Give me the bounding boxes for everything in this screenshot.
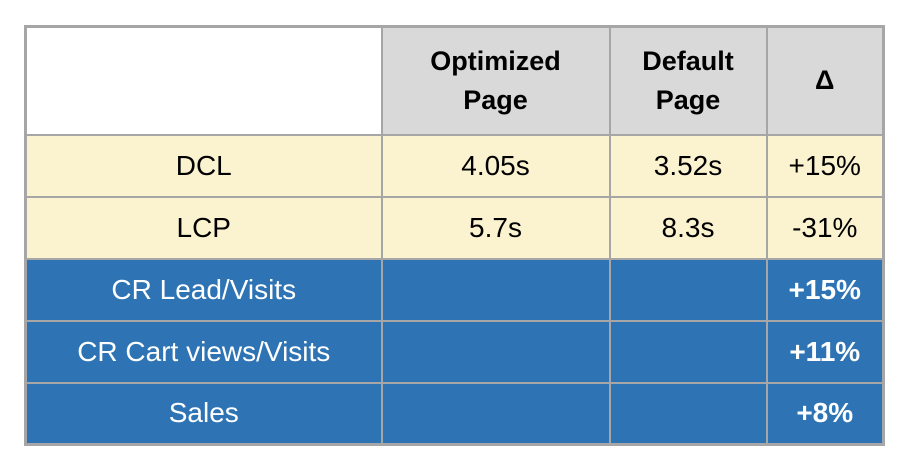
header-default-page: Default Page xyxy=(608,25,768,136)
table-row-cr-lead-visits: CR Lead/Visits +15% xyxy=(24,257,885,322)
sales-delta-value: +8% xyxy=(765,381,885,446)
performance-comparison-table: Optimized Page Default Page Δ DCL 4.05s … xyxy=(24,25,885,446)
lcp-default-value: 8.3s xyxy=(608,195,768,260)
lcp-optimized-value: 5.7s xyxy=(380,195,611,260)
table-row-sales: Sales +8% xyxy=(24,381,885,446)
dcl-optimized-value: 4.05s xyxy=(380,133,611,198)
cr-cart-delta-value: +11% xyxy=(765,319,885,384)
cr-cart-optimized-value xyxy=(380,319,611,384)
cr-lead-default-value xyxy=(608,257,768,322)
table-header-row: Optimized Page Default Page Δ xyxy=(24,25,885,136)
dcl-default-value: 3.52s xyxy=(608,133,768,198)
row-label-sales: Sales xyxy=(24,381,383,446)
cr-cart-default-value xyxy=(608,319,768,384)
dcl-delta-value: +15% xyxy=(765,133,885,198)
cr-lead-delta-value: +15% xyxy=(765,257,885,322)
row-label-cr-lead-visits: CR Lead/Visits xyxy=(24,257,383,322)
cr-lead-optimized-value xyxy=(380,257,611,322)
header-delta: Δ xyxy=(765,25,885,136)
header-default-page-label: Default Page xyxy=(642,45,734,115)
delta-symbol: Δ xyxy=(815,65,835,96)
sales-default-value xyxy=(608,381,768,446)
row-label-lcp: LCP xyxy=(24,195,383,260)
header-optimized-page-label: Optimized Page xyxy=(430,45,561,115)
sales-optimized-value xyxy=(380,381,611,446)
row-label-dcl: DCL xyxy=(24,133,383,198)
row-label-cr-cart-views-visits: CR Cart views/Visits xyxy=(24,319,383,384)
header-optimized-page: Optimized Page xyxy=(380,25,611,136)
header-blank-cell xyxy=(24,25,383,136)
table-row-dcl: DCL 4.05s 3.52s +15% xyxy=(24,133,885,198)
table-row-cr-cart-views-visits: CR Cart views/Visits +11% xyxy=(24,319,885,384)
table-row-lcp: LCP 5.7s 8.3s -31% xyxy=(24,195,885,260)
lcp-delta-value: -31% xyxy=(765,195,885,260)
